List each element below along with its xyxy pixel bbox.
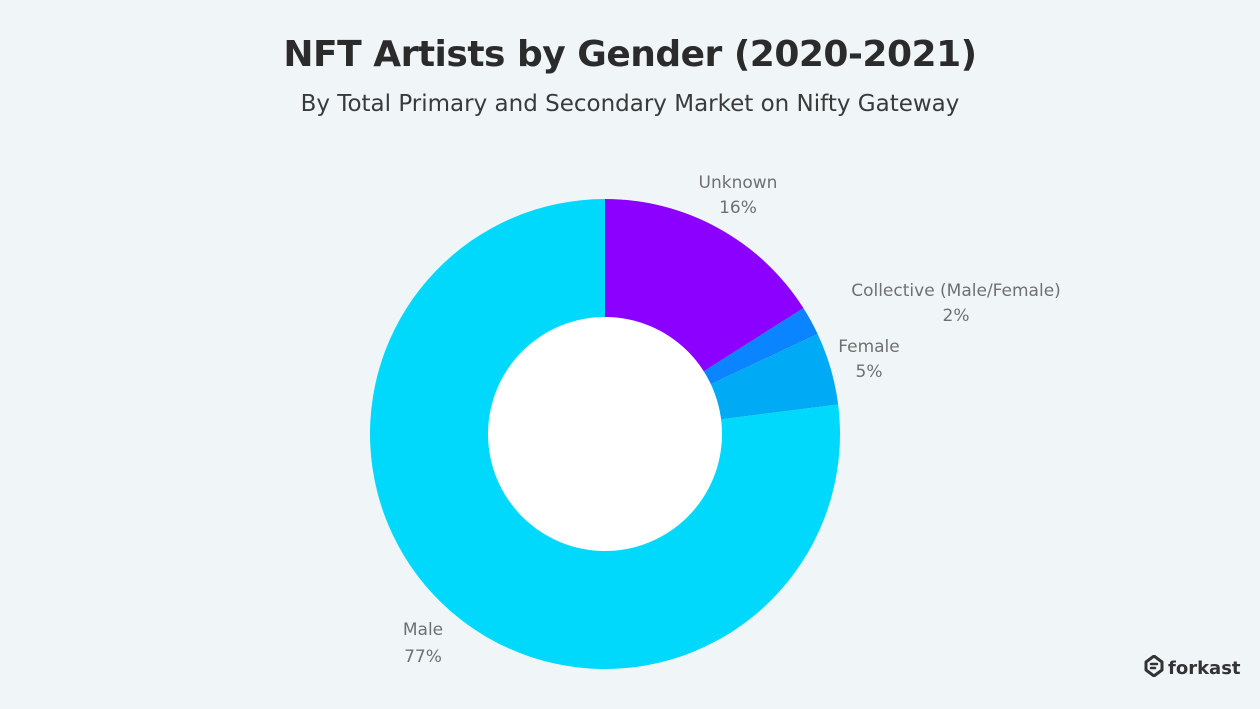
- brand-name: forkast: [1168, 657, 1241, 679]
- slice-value-label-unknown: 16%: [719, 198, 757, 218]
- slice-name-label-collective: Collective (Male/Female): [851, 281, 1061, 301]
- slice-value-label-male: 77%: [404, 647, 442, 667]
- chart-title: NFT Artists by Gender (2020-2021): [283, 34, 977, 75]
- slice-value-label-female: 5%: [856, 362, 883, 382]
- forkast-logo-icon: [1144, 654, 1164, 681]
- slice-name-label-unknown: Unknown: [699, 173, 778, 193]
- slice-value-label-collective: 2%: [943, 306, 970, 326]
- slice-name-label-male: Male: [403, 620, 443, 640]
- slice-name-label-female: Female: [838, 337, 899, 357]
- donut-hole: [488, 317, 722, 551]
- chart-subtitle: By Total Primary and Secondary Market on…: [300, 91, 960, 117]
- brand-logo: forkast: [1144, 654, 1241, 681]
